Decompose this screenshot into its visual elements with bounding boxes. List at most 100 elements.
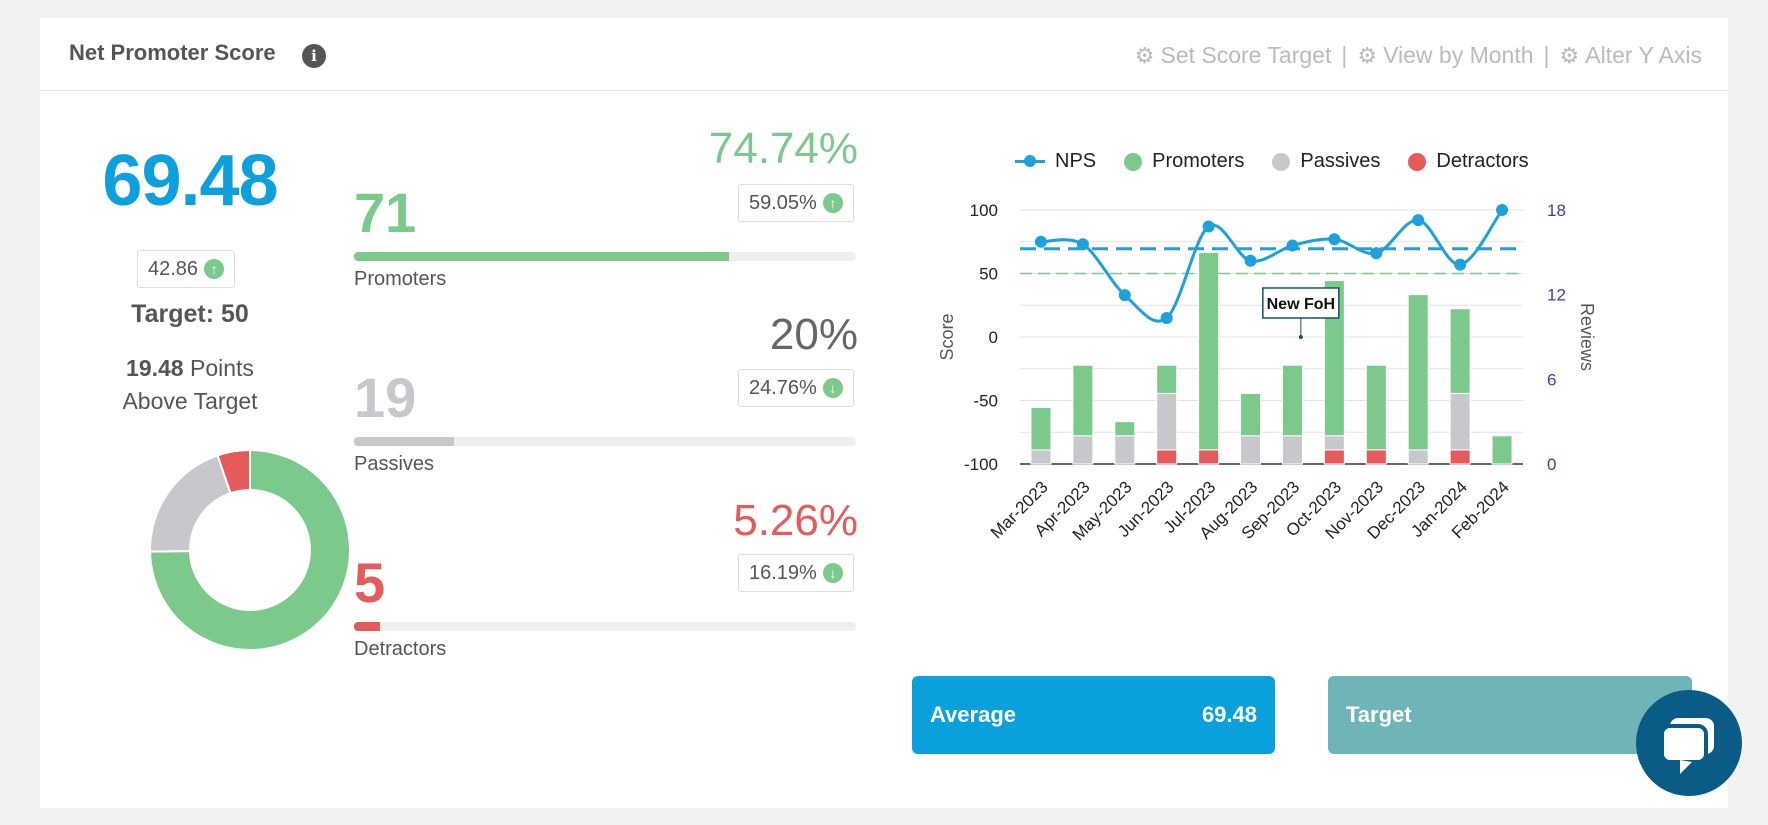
header-actions: ⚙ Set Score Target | ⚙ View by Month | ⚙…	[1135, 42, 1702, 69]
passives-change-badge: 24.76% ↓	[738, 369, 854, 407]
bar-promoters	[1114, 421, 1136, 437]
detractors-bar-fill	[354, 622, 381, 631]
legend-item-promoters[interactable]: Promoters	[1124, 150, 1244, 173]
separator: |	[1341, 42, 1348, 68]
legend-dot-icon	[1408, 152, 1427, 171]
chat-bubble-icon	[1660, 718, 1714, 774]
set-score-target-button[interactable]: ⚙ Set Score Target	[1135, 42, 1332, 69]
passives-label: Passives	[354, 453, 435, 475]
legend-label-detractors: Detractors	[1436, 150, 1529, 172]
promoters-label: Promoters	[354, 268, 447, 290]
bar-detractors	[1323, 449, 1345, 465]
promoters-bar	[354, 252, 856, 261]
nps-change-value: 42.86	[148, 257, 199, 280]
passives-percent: 20%	[769, 310, 858, 359]
bar-promoters	[1449, 308, 1471, 394]
legend-dot-icon	[1124, 152, 1143, 171]
bar-passives	[1072, 435, 1094, 465]
y-axis-title: Score	[937, 313, 957, 360]
nps-score: 69.48	[102, 141, 278, 221]
nps-point	[1118, 289, 1131, 302]
y2-tick-label: 6	[1547, 370, 1556, 389]
info-circle-icon[interactable]: i	[302, 44, 326, 68]
bar-promoters	[1323, 280, 1345, 437]
bar-promoters	[1407, 294, 1429, 451]
alter-y-axis-button[interactable]: ⚙ Alter Y Axis	[1560, 42, 1703, 69]
nps-point	[1370, 247, 1383, 260]
promoters-count: 71	[354, 181, 417, 244]
passives-count: 19	[354, 366, 417, 429]
y2-axis-title: Reviews	[1577, 303, 1597, 371]
passives-change-value: 24.76%	[749, 376, 817, 399]
detractors-change-value: 16.19%	[749, 561, 817, 584]
nps-point	[1412, 214, 1425, 227]
passives-bar	[354, 437, 856, 446]
average-tile-value: 69.48	[1201, 702, 1257, 727]
gear-icon: ⚙	[1559, 42, 1580, 68]
bar-detractors	[1449, 449, 1471, 465]
bar-promoters	[1491, 435, 1513, 465]
bar-passives	[1323, 435, 1345, 451]
annotation-dot	[1298, 335, 1303, 339]
bar-detractors	[1365, 449, 1387, 465]
target-tile[interactable]: Target	[1328, 676, 1692, 754]
above-target-text: Above Target	[122, 388, 258, 414]
nps-card: Net Promoter Score i ⚙ Set Score Target …	[40, 18, 1728, 808]
bar-passives	[1407, 449, 1429, 465]
arrow-up-icon: ↑	[822, 193, 843, 213]
average-tile-label: Average	[930, 702, 1017, 727]
arrow-down-icon: ↓	[822, 563, 843, 583]
gear-icon: ⚙	[1357, 42, 1378, 68]
detractors-label: Detractors	[354, 638, 447, 660]
view-by-month-label: View by Month	[1383, 42, 1534, 68]
y-tick-label: -100	[964, 455, 998, 474]
chat-launcher-button[interactable]	[1636, 690, 1742, 796]
nps-point	[1076, 238, 1089, 251]
nps-point	[1328, 233, 1341, 246]
target-label: Target: 50	[131, 300, 249, 328]
annotation-box	[1262, 287, 1340, 319]
legend-label-nps: NPS	[1055, 150, 1097, 172]
bar-promoters	[1030, 407, 1052, 451]
promoters-change-badge: 59.05% ↑	[738, 184, 854, 222]
gear-icon: ⚙	[1134, 42, 1155, 68]
view-by-month-button[interactable]: ⚙ View by Month	[1357, 42, 1533, 69]
y-tick-label: 100	[970, 201, 998, 220]
alter-y-axis-label: Alter Y Axis	[1585, 42, 1702, 68]
donut-slice-promoters	[150, 450, 350, 650]
metrics-panel: 74.74% 59.05% ↑ 71 Promoters 20% 24.76% …	[0, 0, 858, 700]
points-value: 19.48	[126, 355, 184, 381]
nps-donut-chart	[150, 450, 350, 650]
legend-item-passives[interactable]: Passives	[1272, 150, 1380, 173]
chart-legend: NPS Promoters Passives Detractors	[1015, 150, 1529, 173]
bar-promoters	[1156, 364, 1178, 394]
points-text: Points	[190, 355, 254, 381]
legend-label-promoters: Promoters	[1152, 150, 1245, 172]
bar-promoters	[1365, 364, 1387, 451]
nps-point	[1202, 220, 1215, 233]
detractors-change-badge: 16.19% ↓	[738, 554, 854, 592]
legend-item-nps[interactable]: NPS	[1015, 150, 1096, 173]
bar-promoters	[1198, 251, 1220, 451]
card-title: Net Promoter Score	[69, 40, 276, 65]
arrow-up-icon: ↑	[204, 259, 225, 279]
promoters-percent: 74.74%	[708, 124, 858, 173]
promoters-bar-fill	[354, 252, 730, 261]
promoters-change-value: 59.05%	[749, 191, 817, 214]
bar-passives	[1156, 392, 1178, 451]
bar-detractors	[1198, 449, 1220, 465]
nps-point	[1454, 258, 1467, 271]
bar-passives	[1240, 435, 1262, 465]
y-tick-label: -50	[973, 392, 998, 411]
points-above-target: 19.48 Points Above Target	[70, 352, 310, 418]
separator: |	[1543, 42, 1550, 68]
average-tile[interactable]: Average 69.48	[912, 676, 1275, 754]
bar-detractors	[1156, 449, 1178, 465]
nps-point	[1034, 235, 1047, 248]
y2-tick-label: 18	[1547, 201, 1566, 220]
bar-passives	[1114, 435, 1136, 465]
legend-item-detractors[interactable]: Detractors	[1408, 150, 1529, 173]
y-tick-label: 0	[989, 328, 998, 347]
nps-point	[1160, 311, 1173, 324]
